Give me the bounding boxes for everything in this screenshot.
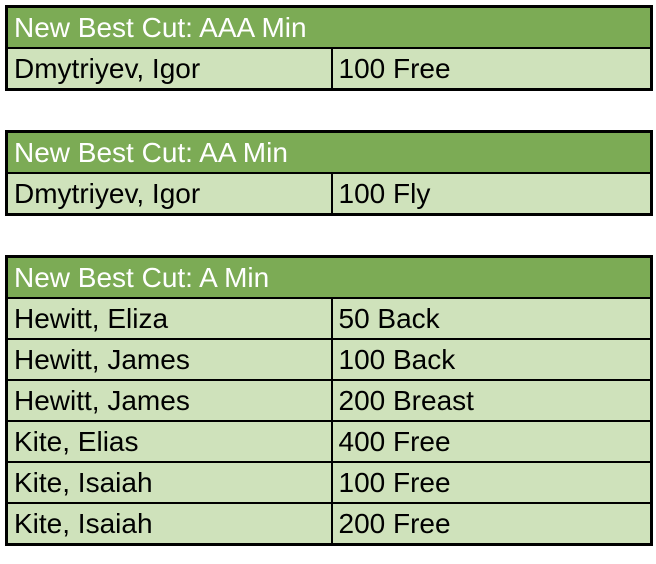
event-cell: 100 Free: [330, 47, 653, 91]
event-cell: 400 Free: [330, 420, 653, 463]
swimmer-name-cell: Hewitt, James: [5, 338, 333, 381]
best-cut-report: New Best Cut: AAA Min Dmytriyev, Igor 10…: [5, 5, 654, 546]
swimmer-name-cell: Hewitt, Eliza: [5, 297, 333, 340]
table-title: New Best Cut: AAA Min: [5, 5, 653, 49]
table-row: Kite, Isaiah 200 Free: [5, 502, 653, 546]
table-title: New Best Cut: AA Min: [5, 130, 653, 174]
swimmer-name-cell: Dmytriyev, Igor: [5, 172, 333, 216]
event-cell: 200 Free: [330, 502, 653, 546]
table-row: Kite, Elias 400 Free: [5, 420, 653, 463]
swimmer-name-cell: Kite, Isaiah: [5, 502, 333, 546]
swimmer-name-cell: Hewitt, James: [5, 379, 333, 422]
table-header-row: New Best Cut: A Min: [5, 255, 653, 299]
table-row: Hewitt, James 200 Breast: [5, 379, 653, 422]
swimmer-name-cell: Kite, Elias: [5, 420, 333, 463]
best-cut-table-a-min: New Best Cut: A Min Hewitt, Eliza 50 Bac…: [5, 255, 653, 546]
event-cell: 50 Back: [330, 297, 653, 340]
best-cut-table-aa-min: New Best Cut: AA Min Dmytriyev, Igor 100…: [5, 130, 654, 216]
event-cell: 100 Back: [330, 338, 653, 381]
event-cell: 200 Breast: [330, 379, 653, 422]
table-title: New Best Cut: A Min: [5, 255, 653, 299]
swimmer-name-cell: Kite, Isaiah: [5, 461, 333, 504]
best-cut-table-aaa-min: New Best Cut: AAA Min Dmytriyev, Igor 10…: [5, 5, 654, 91]
table-row: Hewitt, James 100 Back: [5, 338, 653, 381]
table-row: Dmytriyev, Igor 100 Fly: [5, 172, 653, 216]
swimmer-name-cell: Dmytriyev, Igor: [5, 47, 333, 91]
table-row: Dmytriyev, Igor 100 Free: [5, 47, 653, 91]
table-row: Hewitt, Eliza 50 Back: [5, 297, 653, 340]
event-cell: 100 Fly: [330, 172, 653, 216]
event-cell: 100 Free: [330, 461, 653, 504]
table-header-row: New Best Cut: AAA Min: [5, 5, 653, 49]
table-header-row: New Best Cut: AA Min: [5, 130, 653, 174]
table-row: Kite, Isaiah 100 Free: [5, 461, 653, 504]
